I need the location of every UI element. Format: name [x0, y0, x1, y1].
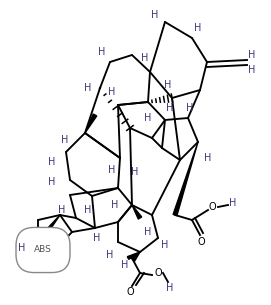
Text: H: H: [48, 157, 56, 167]
Text: H: H: [84, 205, 92, 215]
Text: H: H: [108, 87, 116, 97]
Text: H: H: [151, 10, 159, 20]
Text: H: H: [204, 153, 212, 163]
Text: H: H: [84, 83, 92, 93]
Text: H: H: [141, 53, 149, 63]
Polygon shape: [127, 252, 140, 259]
Polygon shape: [173, 142, 198, 216]
Polygon shape: [132, 205, 142, 219]
Text: H: H: [248, 50, 256, 60]
Text: H: H: [98, 47, 106, 57]
Text: H: H: [93, 233, 101, 243]
Text: H: H: [111, 200, 119, 210]
Text: H: H: [229, 198, 237, 208]
Text: H: H: [164, 80, 172, 90]
Text: ABS: ABS: [34, 246, 52, 254]
Text: H: H: [144, 113, 152, 123]
Text: H: H: [108, 165, 116, 175]
Text: H: H: [58, 205, 66, 215]
Text: H: H: [61, 135, 69, 145]
Text: H: H: [166, 283, 174, 293]
Text: H: H: [121, 260, 129, 270]
Polygon shape: [85, 114, 97, 133]
Text: H: H: [144, 227, 152, 237]
Text: H: H: [248, 65, 256, 75]
Text: O: O: [208, 202, 216, 212]
Text: H: H: [166, 103, 174, 113]
Text: O: O: [197, 237, 205, 247]
Text: H: H: [161, 240, 169, 250]
Polygon shape: [47, 215, 60, 231]
Polygon shape: [131, 252, 140, 261]
Text: H: H: [131, 167, 139, 177]
Text: O: O: [154, 268, 162, 278]
Text: O: O: [126, 287, 134, 297]
Text: H: H: [18, 243, 26, 253]
Text: H: H: [186, 103, 194, 113]
Text: H: H: [194, 23, 202, 33]
Text: H: H: [106, 250, 114, 260]
Text: H: H: [48, 177, 56, 187]
